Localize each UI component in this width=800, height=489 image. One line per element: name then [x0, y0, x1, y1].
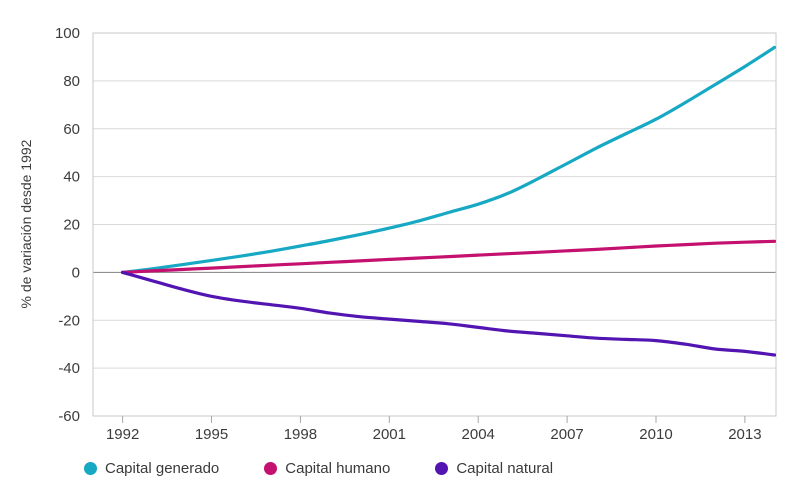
legend: Capital generado Capital humano Capital na…: [84, 460, 553, 477]
x-tick-label: 2007: [550, 426, 583, 443]
y-tick-label: 100: [55, 25, 80, 42]
y-tick-label: -40: [58, 360, 80, 377]
series-line-capital-natural[interactable]: [121, 270, 777, 357]
y-tick-label: 20: [63, 217, 80, 234]
legend-item-capital-natural[interactable]: Capital natural: [435, 460, 553, 477]
series-line-capital-humano[interactable]: [121, 239, 777, 274]
x-tick-label: 2001: [373, 426, 406, 443]
x-tick-label: 2010: [639, 426, 672, 443]
legend-dot-icon: [264, 462, 278, 475]
x-tick-label: 1992: [106, 426, 139, 443]
y-tick-label: -20: [58, 312, 80, 329]
y-tick-label: 80: [63, 73, 80, 90]
legend-dot-icon: [84, 462, 97, 475]
legend-label: Capital natural: [456, 460, 554, 477]
x-tick-label: 1998: [284, 426, 317, 443]
legend-item-capital-generado[interactable]: Capital generado: [84, 460, 219, 477]
legend-label: Capital humano: [285, 460, 391, 477]
series-line-capital-generado[interactable]: [121, 45, 777, 274]
legend-item-capital-humano[interactable]: Capital humano: [264, 460, 390, 477]
x-tick-label: 1995: [195, 426, 228, 443]
plot-area[interactable]: 100 80 60 40 20 0 -20 -40 -60 1992 1995 1998 2001 200…: [0, 0, 800, 455]
y-tick-label: 60: [63, 121, 80, 138]
y-tick-label: 0: [72, 264, 80, 281]
plot-frame: [92, 32, 777, 417]
y-tick-label: -60: [58, 408, 80, 425]
x-tick-label: 2004: [462, 426, 495, 443]
y-tick-label: 40: [63, 169, 80, 186]
legend-label: Capital generado: [105, 460, 220, 477]
x-tick-label: 2013: [728, 426, 761, 443]
legend-dot-icon: [435, 462, 449, 475]
